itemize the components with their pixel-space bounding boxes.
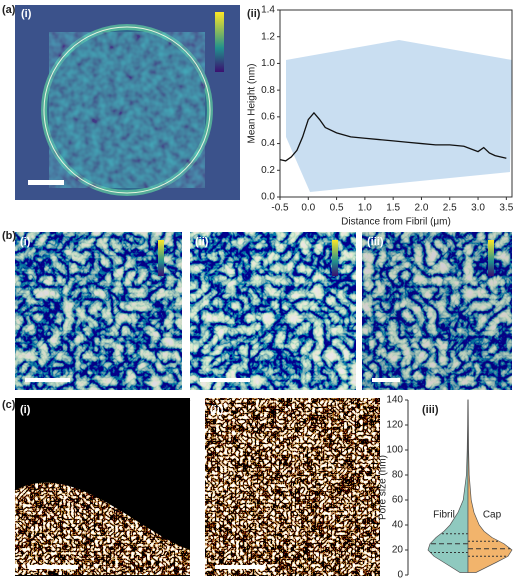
y-tick-label: 20 [392, 545, 404, 556]
y-tick-label: 0 [397, 570, 403, 581]
violin-label: Fibril [433, 510, 455, 521]
y-tick-label: 120 [386, 420, 403, 431]
x-tick-label: 3.0 [471, 203, 485, 214]
y-tick-label: 140 [386, 395, 403, 406]
subpanel-label: (i) [20, 404, 31, 416]
network-images [14, 398, 380, 576]
x-tick-label: 2.0 [415, 203, 429, 214]
violin-label: Cap [483, 510, 502, 521]
x-tick-label: 0.5 [330, 203, 344, 214]
x-tick-label: 2.5 [443, 203, 457, 214]
x-tick-label: -0.5 [271, 203, 289, 214]
y-tick-label: 40 [392, 520, 404, 531]
x-tick-label: 0.0 [301, 203, 315, 214]
y-tick-label: 1.0 [261, 58, 275, 69]
plot-frame [279, 9, 513, 198]
y-tick-label: 100 [386, 445, 403, 456]
y-tick-label: 0.6 [261, 111, 275, 122]
subpanel-label: (ii) [247, 8, 261, 20]
panel-label: (a) [2, 4, 16, 16]
x-tick-label: 3.5 [499, 203, 513, 214]
violin-half [467, 399, 513, 573]
microscopy-images [15, 232, 512, 390]
x-tick-label: 1.0 [358, 203, 372, 214]
y-tick-label: 1.2 [261, 31, 275, 42]
y-tick-label: 0.4 [261, 138, 275, 149]
panel-label: (c) [2, 399, 16, 411]
line [279, 111, 507, 162]
y-tick-label: 0.2 [261, 165, 275, 176]
y-tick-label: 80 [392, 470, 404, 481]
density-region [286, 40, 512, 192]
subpanel-label: (ii) [210, 404, 224, 416]
subpanel-label: (i) [21, 8, 32, 20]
y-axis-label: Mean Height (nm) [247, 63, 258, 143]
x-axis-label: Distance from Fibril (μm) [341, 217, 451, 228]
afm-image [15, 5, 240, 200]
subpanel-label: (i) [20, 236, 31, 248]
y-tick-label: 0.0 [261, 192, 275, 203]
y-axis-label: Pore size (nm) [378, 455, 389, 520]
x-tick-label: 1.5 [386, 203, 400, 214]
subpanel-label: (iii) [422, 404, 439, 416]
subpanel-label: (ii) [195, 236, 209, 248]
panel-label: (b) [2, 230, 16, 242]
y-tick-label: 0.8 [261, 85, 275, 96]
violin-half [427, 399, 469, 573]
subpanel-label: (iii) [367, 236, 384, 248]
y-tick-label: 60 [392, 495, 404, 506]
y-tick-label: 1.4 [261, 5, 275, 16]
